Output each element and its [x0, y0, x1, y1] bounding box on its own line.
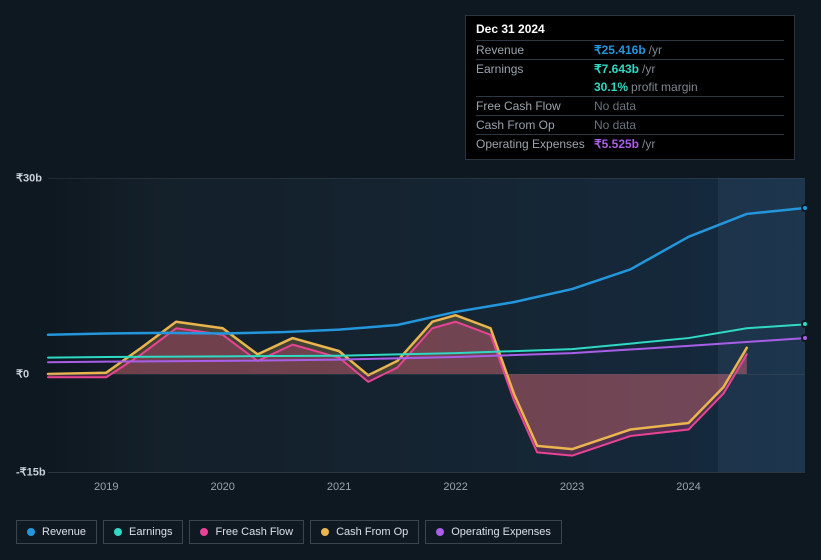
legend-label: Cash From Op — [336, 526, 408, 538]
tooltip-suffix: profit margin — [631, 80, 698, 94]
chart-tooltip: Dec 31 2024 Revenue₹25.416b/yrEarnings₹7… — [465, 15, 795, 160]
tooltip-row-label: Revenue — [476, 43, 594, 57]
plot-area — [48, 178, 805, 473]
legend-item-cash_from_op[interactable]: Cash From Op — [310, 520, 419, 544]
legend-item-free_cash_flow[interactable]: Free Cash Flow — [189, 520, 304, 544]
x-axis-tick: 2024 — [676, 481, 700, 493]
tooltip-row: Free Cash FlowNo data — [476, 96, 784, 115]
tooltip-row-label — [476, 80, 594, 94]
gridline — [48, 374, 805, 375]
tooltip-row: Cash From OpNo data — [476, 115, 784, 134]
tooltip-row-label: Free Cash Flow — [476, 99, 594, 113]
legend-dot-icon — [114, 528, 122, 536]
tooltip-row: 30.1%profit margin — [476, 78, 784, 96]
tooltip-row: Revenue₹25.416b/yr — [476, 40, 784, 59]
x-axis-tick: 2023 — [560, 481, 584, 493]
tooltip-nodata: No data — [594, 99, 636, 113]
revenue-line — [48, 208, 805, 335]
y-axis-tick: ₹0 — [16, 368, 29, 381]
operating_expenses-end-marker — [801, 334, 809, 342]
tooltip-row-label: Operating Expenses — [476, 137, 594, 151]
legend-dot-icon — [200, 528, 208, 536]
tooltip-rows: Revenue₹25.416b/yrEarnings₹7.643b/yr30.1… — [476, 40, 784, 153]
financials-chart[interactable]: ₹30b ₹0 -₹15b 2019 2020 2021 2022 2023 2024 — [16, 160, 805, 505]
chart-svg — [48, 178, 805, 472]
y-axis-tick: -₹15b — [16, 466, 46, 479]
x-axis-tick: 2022 — [443, 481, 467, 493]
legend-label: Earnings — [129, 526, 172, 538]
tooltip-suffix: /yr — [642, 137, 655, 151]
tooltip-value: ₹25.416b — [594, 43, 646, 57]
x-axis-tick: 2019 — [94, 481, 118, 493]
tooltip-row: Earnings₹7.643b/yr — [476, 59, 784, 78]
x-axis-tick: 2021 — [327, 481, 351, 493]
tooltip-suffix: /yr — [642, 62, 655, 76]
revenue-end-marker — [801, 204, 809, 212]
tooltip-suffix: /yr — [649, 43, 662, 57]
tooltip-row-label: Cash From Op — [476, 118, 594, 132]
legend-dot-icon — [436, 528, 444, 536]
legend-dot-icon — [321, 528, 329, 536]
legend-label: Free Cash Flow — [215, 526, 293, 538]
x-axis-tick: 2020 — [210, 481, 234, 493]
legend-dot-icon — [27, 528, 35, 536]
legend-label: Operating Expenses — [451, 526, 551, 538]
legend-label: Revenue — [42, 526, 86, 538]
tooltip-date: Dec 31 2024 — [476, 22, 784, 40]
tooltip-row: Operating Expenses₹5.525b/yr — [476, 134, 784, 153]
tooltip-value: ₹7.643b — [594, 62, 639, 76]
legend-item-operating_expenses[interactable]: Operating Expenses — [425, 520, 562, 544]
tooltip-nodata: No data — [594, 118, 636, 132]
y-axis-tick: ₹30b — [16, 172, 42, 185]
gridline — [48, 178, 805, 179]
tooltip-row-label: Earnings — [476, 62, 594, 76]
legend-item-revenue[interactable]: Revenue — [16, 520, 97, 544]
tooltip-value: 30.1% — [594, 80, 628, 94]
legend-item-earnings[interactable]: Earnings — [103, 520, 183, 544]
earnings-end-marker — [801, 320, 809, 328]
legend: Revenue Earnings Free Cash Flow Cash From O… — [16, 520, 562, 544]
tooltip-value: ₹5.525b — [594, 137, 639, 151]
